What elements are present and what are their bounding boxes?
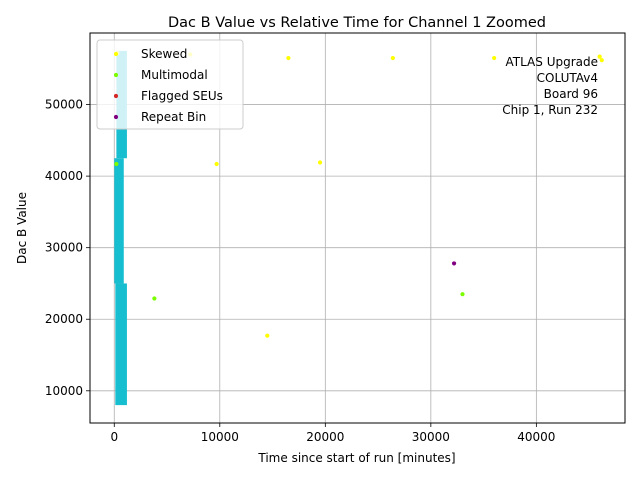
plot-frame bbox=[89, 32, 626, 424]
legend-label: Skewed bbox=[141, 47, 187, 61]
legend-box bbox=[96, 39, 244, 130]
grid bbox=[90, 33, 625, 423]
data-point bbox=[460, 292, 465, 297]
y-tick-label: 10000 bbox=[45, 384, 83, 398]
annotation-line: Chip 1, Run 232 bbox=[502, 103, 598, 117]
x-tick-label: 10000 bbox=[201, 430, 239, 444]
legend-marker bbox=[113, 72, 119, 78]
data-point bbox=[597, 54, 602, 59]
data-point bbox=[214, 161, 219, 167]
y-tick-label: 30000 bbox=[45, 241, 83, 255]
legend-label: Flagged SEUs bbox=[141, 89, 223, 103]
y-tick-label: 50000 bbox=[45, 98, 83, 112]
legend-label: Repeat Bin bbox=[141, 110, 206, 124]
x-tick-label: 30000 bbox=[412, 430, 450, 444]
y-tick-label: 40000 bbox=[45, 169, 83, 183]
legend-marker bbox=[113, 93, 119, 99]
x-tick-label: 20000 bbox=[306, 430, 344, 444]
x-tick-label: 0 bbox=[110, 430, 118, 444]
annotation-line: Board 96 bbox=[544, 87, 598, 101]
legend: Skewed Multimodal Flagged SEUs Repeat Bin bbox=[96, 39, 244, 130]
annotation: ATLAS Upgrade COLUTAv4 Board 96 Chip 1, Run… bbox=[502, 55, 598, 117]
annotation-line: ATLAS Upgrade bbox=[505, 55, 598, 69]
data-point bbox=[492, 55, 497, 61]
dense-band-segment bbox=[115, 283, 127, 406]
data-point bbox=[286, 55, 291, 61]
y-tick-label: 20000 bbox=[45, 312, 83, 326]
data-point bbox=[317, 160, 323, 165]
legend-marker bbox=[113, 114, 119, 120]
data-point bbox=[265, 333, 270, 338]
annotation-line: COLUTAv4 bbox=[537, 71, 598, 85]
legend-label: Multimodal bbox=[141, 68, 208, 82]
x-axis-label: Time since start of run [minutes] bbox=[257, 451, 455, 465]
data-point bbox=[599, 58, 604, 63]
legend-marker bbox=[113, 51, 119, 57]
data-point bbox=[390, 55, 395, 61]
x-tick-label: 40000 bbox=[517, 430, 555, 444]
data-point bbox=[114, 161, 119, 167]
chart-title: Dac B Value vs Relative Time for Channel… bbox=[168, 15, 546, 31]
dense-band-segment bbox=[114, 158, 124, 284]
axis-ticks: 0 10000 20000 30000 40000 10000 20000 30000 4000… bbox=[45, 98, 556, 444]
data-point bbox=[451, 261, 457, 266]
y-axis-label: Dac B Value bbox=[15, 192, 29, 264]
data-point bbox=[152, 296, 157, 301]
